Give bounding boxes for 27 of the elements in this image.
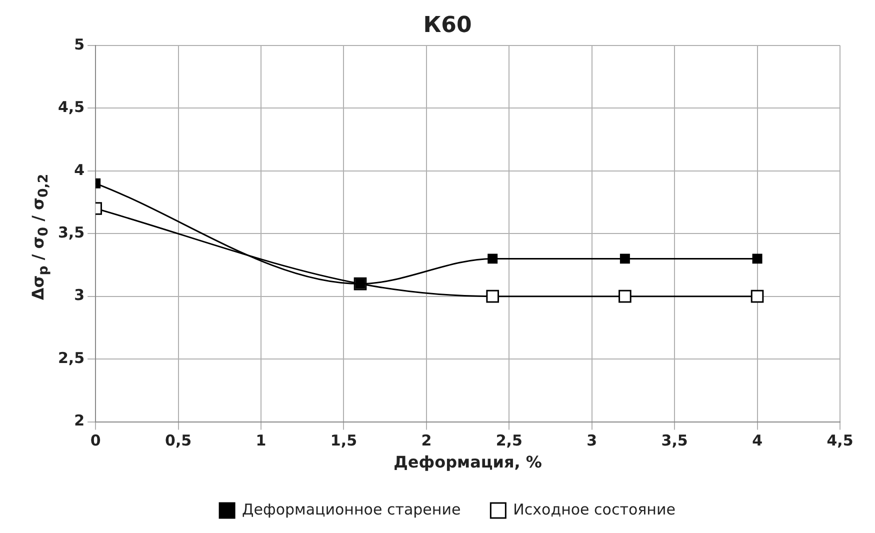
legend-label: Деформационное старение [242,500,461,518]
point [488,254,498,264]
x-tick-label: 1 [256,432,266,450]
x-tick-label: 3 [586,432,598,450]
point [752,254,762,264]
point [486,290,500,303]
point [620,254,630,264]
y-tick-label: 3,5 [58,223,85,242]
x-axis-title: Деформация, % [394,452,542,472]
x-tick-label: 0 [90,432,101,450]
y-tick-label: 2,5 [58,348,85,367]
y-tick-label: 4,5 [58,98,85,116]
y-tick-label: 2 [74,412,85,430]
point [618,290,632,303]
y-tick-label: 5 [74,35,85,54]
y-tick-label: 3 [74,286,85,304]
x-tick-label: 3,5 [661,432,688,450]
x-tick-label: 1,5 [330,432,358,450]
x-tick-label: 4 [752,432,763,450]
x-tick-label: 0,5 [164,432,192,450]
y-tick-label: 4 [74,160,85,179]
point [750,290,764,303]
x-tick-label: 2 [421,432,432,450]
x-tick-label: 2,5 [496,432,522,450]
chart-title: К60 [423,12,472,38]
legend-label: Исходное состояние [513,500,676,518]
x-tick-label: 4,5 [826,432,854,450]
